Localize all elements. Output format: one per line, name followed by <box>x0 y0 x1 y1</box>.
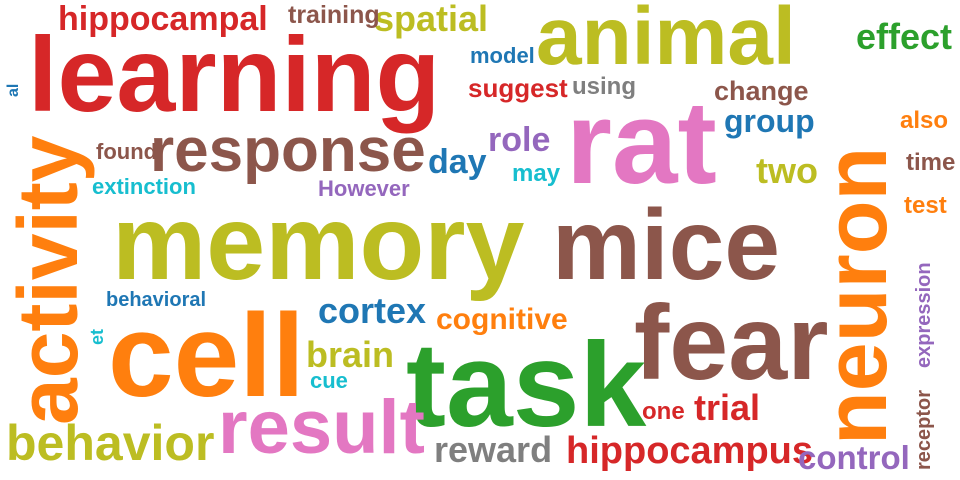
word-spatial: spatial <box>374 0 489 39</box>
word-two: two <box>756 150 818 191</box>
word-mice: mice <box>552 189 780 301</box>
word-et: et <box>87 328 107 345</box>
word-time: time <box>906 149 956 176</box>
word-result: result <box>218 385 425 470</box>
word-reward: reward <box>434 429 553 470</box>
word-behavior: behavior <box>6 415 215 471</box>
word-hippocampal: hippocampal <box>58 0 268 38</box>
word-however: However <box>318 176 410 201</box>
word-trial: trial <box>694 387 761 428</box>
word-hippocampus: hippocampus <box>566 430 814 472</box>
word-group: group <box>724 103 815 139</box>
word-also: also <box>900 107 949 134</box>
word-task: task <box>406 318 647 452</box>
word-control: control <box>798 439 910 476</box>
word-test: test <box>904 192 947 219</box>
word-cell: cell <box>108 290 305 422</box>
word-receptor: receptor <box>913 389 935 470</box>
word-effect: effect <box>856 16 953 57</box>
word-training: training <box>288 1 380 29</box>
word-rat: rat <box>566 77 717 209</box>
word-learning: learning <box>28 16 441 134</box>
word-cognitive: cognitive <box>436 303 568 336</box>
word-role: role <box>488 121 551 159</box>
word-suggest: suggest <box>468 73 568 103</box>
word-extinction: extinction <box>92 174 196 199</box>
word-day: day <box>428 143 487 181</box>
word-animal: animal <box>536 0 796 82</box>
word-memory: memory <box>112 184 525 302</box>
word-using: using <box>572 73 636 100</box>
word-change: change <box>714 76 809 106</box>
word-may: may <box>512 160 561 187</box>
word-one: one <box>642 398 685 425</box>
word-response: response <box>150 116 426 185</box>
word-model: model <box>470 43 535 68</box>
word-brain: brain <box>306 334 395 375</box>
word-activity: activity <box>1 135 95 426</box>
word-cue: cue <box>310 368 348 393</box>
word-cortex: cortex <box>318 290 427 331</box>
word-fear: fear <box>634 284 829 402</box>
word-behavioral: behavioral <box>106 289 207 311</box>
word-found: found <box>96 139 158 164</box>
word-al: al <box>5 83 22 97</box>
word-expression: expression <box>913 262 935 368</box>
